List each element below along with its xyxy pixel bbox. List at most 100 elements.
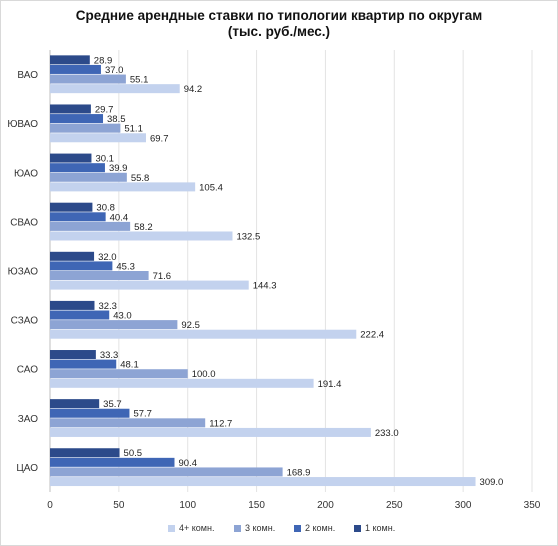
data-label: 90.4 [178,458,197,469]
category-label: САО [17,365,38,376]
data-label: 32.0 [98,252,117,263]
x-tick-label: 0 [47,500,53,511]
data-label: 51.1 [124,124,143,135]
category-label: СЗАО [11,316,39,327]
chart-title-line-2: (тыс. руб./мес.) [227,24,331,39]
bar [50,408,130,418]
bar [50,448,120,458]
bar [50,329,357,339]
data-label: 105.4 [199,182,223,193]
data-label: 112.7 [209,418,232,429]
chart-title-line-1: Средние арендные ставки по типологии ква… [75,8,483,23]
legend-swatch [168,525,175,532]
data-label: 35.7 [103,399,122,410]
data-label: 50.5 [124,448,143,459]
data-label: 57.7 [133,409,152,420]
x-tick-label: 350 [524,500,541,511]
bar [50,359,117,369]
x-tick-label: 50 [113,500,125,511]
bar [50,300,95,310]
legend-swatch [294,525,301,532]
category-label: ЮАО [14,168,38,179]
data-label: 33.3 [100,350,119,361]
bar [50,114,104,124]
bar [50,271,149,280]
data-label: 71.6 [153,271,172,282]
data-label: 309.0 [480,477,504,488]
bar [50,172,127,182]
bar [50,55,90,65]
category-label: ВАО [17,70,38,81]
data-label: 43.0 [113,311,131,322]
data-label: 191.4 [318,379,342,390]
bar [50,418,206,428]
category-label: ЮВАО [7,119,38,130]
data-label: 58.2 [134,222,153,233]
bar [50,251,95,261]
data-label: 233.0 [375,428,399,439]
x-tick-label: 150 [248,500,265,511]
bar [50,280,249,290]
x-tick-label: 200 [317,500,334,511]
bar [50,153,92,163]
data-label: 39.9 [109,163,128,174]
x-tick-label: 300 [455,500,472,511]
bar [50,74,126,84]
bar [50,163,105,173]
legend-label: 2 комн. [305,523,335,533]
data-label: 222.4 [360,330,384,341]
data-label: 30.1 [95,154,114,165]
data-label: 37.0 [105,65,124,76]
bar [50,261,113,271]
bar [50,378,314,388]
bar [50,467,283,477]
data-label: 168.9 [287,467,311,478]
bar [50,457,175,467]
x-tick-label: 250 [386,500,403,511]
bar [50,84,180,94]
data-label: 38.5 [107,114,126,125]
category-label: ЮЗАО [8,267,39,278]
legend-label: 3 комн. [245,523,275,533]
bar [50,123,121,133]
bar [50,64,101,74]
data-label: 48.1 [120,360,139,371]
data-label: 32.3 [98,301,117,312]
category-label: СВАО [10,217,38,228]
bar [50,477,476,487]
bar [50,310,110,320]
data-label: 45.3 [116,261,135,272]
bar [50,202,93,212]
legend-label: 1 комн. [365,523,395,533]
bar [50,104,91,114]
data-label: 144.3 [253,281,277,292]
legend-swatch [234,525,241,532]
category-label: ЦАО [16,463,38,474]
data-label: 40.4 [110,212,128,223]
bar [50,231,233,241]
data-label: 100.0 [192,369,216,380]
data-label: 29.7 [95,104,114,115]
bar [50,133,146,143]
x-tick-label: 100 [179,500,196,511]
data-label: 55.1 [130,75,149,86]
bar [50,369,188,379]
data-label: 55.8 [131,173,150,184]
data-label: 132.5 [236,231,260,242]
category-label: ЗАО [18,414,38,425]
data-label: 94.2 [184,84,203,95]
data-label: 28.9 [94,55,113,66]
chart-title: Средние арендные ставки по типологии ква… [0,8,558,40]
bar [50,320,178,330]
legend-label: 4+ комн. [179,523,214,533]
bar [50,350,96,360]
data-label: 30.8 [96,203,115,214]
bar [50,182,196,192]
data-label: 92.5 [181,320,200,331]
data-label: 69.7 [150,133,169,144]
bar [50,212,106,222]
bar [50,399,100,409]
bar [50,221,131,231]
